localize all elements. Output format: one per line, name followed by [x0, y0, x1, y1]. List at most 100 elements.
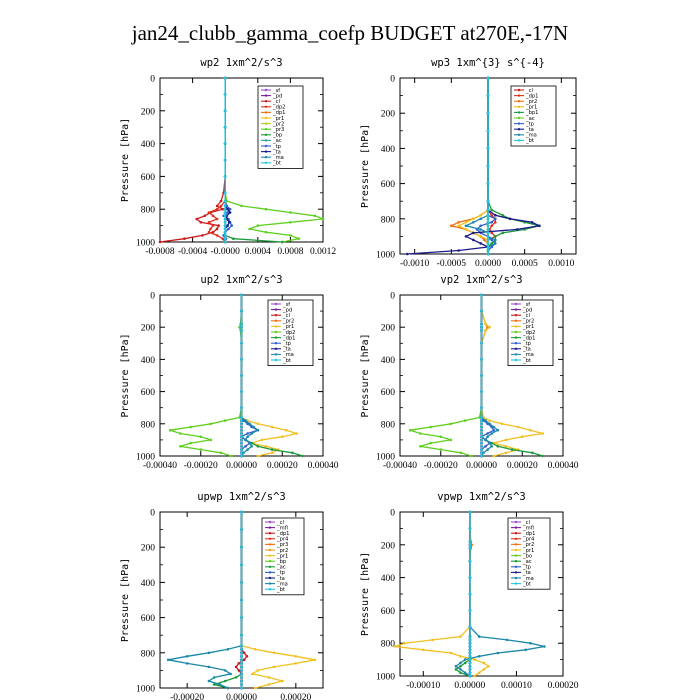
- y-tick-label: 600: [141, 388, 156, 398]
- data-point: [479, 235, 483, 238]
- data-point: [490, 238, 494, 242]
- data-point: [252, 425, 255, 429]
- data-point: [240, 422, 243, 426]
- data-point: [240, 665, 243, 669]
- legend-marker: [517, 94, 521, 97]
- data-point: [463, 661, 467, 665]
- data-point: [223, 669, 227, 672]
- series-line: [169, 295, 243, 457]
- data-point: [226, 224, 229, 227]
- y-tick-label: 200: [381, 324, 396, 334]
- legend-marker: [514, 526, 518, 529]
- legend-label: _pr2: [282, 319, 294, 325]
- data-point: [207, 665, 211, 669]
- data-point: [270, 448, 274, 451]
- legend-marker: [264, 100, 268, 103]
- data-point: [504, 451, 508, 455]
- data-point: [480, 419, 483, 422]
- legend-label: _pr3: [276, 542, 288, 548]
- data-point: [223, 93, 227, 96]
- data-point: [449, 438, 453, 442]
- data-point: [313, 658, 317, 662]
- data-point: [459, 671, 462, 674]
- legend-marker: [274, 302, 278, 306]
- data-point: [494, 217, 497, 221]
- data-point: [281, 240, 284, 244]
- data-point: [285, 428, 288, 432]
- legend-label: _mfl: [276, 525, 288, 531]
- y-tick-label: 0: [390, 292, 395, 302]
- data-point: [260, 438, 264, 442]
- legend: _sf_pd_cl_pr2_pr1_dp2_dp1_tp_ta_ma_bt: [507, 299, 554, 366]
- data-point: [457, 224, 461, 228]
- x-tick-label: 0.00000: [226, 461, 257, 471]
- x-tick-label: -0.00010: [406, 681, 440, 691]
- legend-label: _bt: [522, 358, 531, 364]
- legend-marker: [514, 554, 518, 557]
- data-point: [486, 228, 490, 231]
- y-tick-label: 200: [141, 544, 156, 554]
- chart-panel-4: vp2 1xm^2/s^3 Pressure [hPa] 0 200 400 600 800…: [360, 274, 579, 471]
- data-point: [486, 182, 490, 185]
- x-tick-label: 0.00000: [454, 681, 485, 691]
- data-point: [240, 662, 243, 665]
- x-tick-label: 0.00010: [501, 681, 532, 691]
- data-point: [240, 293, 243, 297]
- data-point: [468, 625, 472, 629]
- x-tick-label: -0.0010: [400, 259, 430, 269]
- series-dp2: [408, 293, 483, 458]
- data-point: [166, 658, 170, 662]
- y-tick-label: 200: [141, 107, 156, 117]
- data-point: [468, 668, 472, 671]
- data-point: [209, 422, 213, 426]
- data-point: [185, 655, 189, 658]
- data-point: [237, 669, 241, 672]
- legend-label: _ma: [282, 352, 294, 358]
- y-tick-label: 400: [141, 579, 156, 589]
- data-point: [227, 227, 230, 231]
- y-axis-label: Pressure [hPa]: [120, 118, 131, 202]
- legend-label: _pd: [282, 307, 292, 313]
- legend-label: _ac: [276, 565, 286, 571]
- data-point: [256, 454, 260, 458]
- legend-label: _cl: [282, 313, 290, 319]
- panel-title: up2 1xm^2/s^3: [200, 274, 282, 286]
- data-point: [468, 543, 472, 547]
- y-tick-label: 400: [381, 574, 396, 584]
- data-point: [250, 432, 253, 435]
- y-axis-label: Pressure [hPa]: [360, 552, 371, 636]
- chart-panel-2: wp3 1xm^{3} s^{-4} Pressure [hPa] 0 200 400 6…: [360, 57, 577, 269]
- legend-label: _pr2: [525, 99, 537, 105]
- data-point: [272, 665, 276, 669]
- x-tick-label: -0.00040: [143, 461, 177, 471]
- legend-marker: [264, 122, 268, 125]
- data-point: [228, 221, 231, 224]
- data-point: [450, 224, 453, 228]
- data-point: [439, 448, 443, 451]
- data-point: [209, 438, 213, 442]
- data-point: [538, 224, 541, 228]
- legend-marker: [517, 133, 521, 136]
- data-point: [240, 669, 243, 672]
- data-point: [403, 641, 407, 645]
- data-point: [223, 76, 227, 80]
- legend-marker: [264, 111, 268, 114]
- legend: _cl_mfl_dp1_pr4_pr3_pr2_pr1_bp_ac_tp_ta_…: [261, 517, 305, 596]
- data-point: [490, 242, 494, 245]
- legend-marker: [274, 342, 278, 345]
- data-point: [468, 671, 472, 674]
- legend-marker: [264, 156, 268, 159]
- data-point: [223, 217, 227, 221]
- y-tick-label: 1000: [376, 453, 395, 463]
- data-point: [488, 419, 491, 422]
- legend-label: _cl: [525, 88, 533, 94]
- data-point: [468, 546, 472, 550]
- legend-label: _ma: [522, 352, 534, 358]
- data-point: [272, 651, 276, 655]
- y-tick-label: 1000: [376, 251, 395, 261]
- data-point: [240, 644, 243, 648]
- data-point: [472, 231, 475, 235]
- data-point: [470, 454, 473, 458]
- legend-marker: [514, 342, 518, 345]
- data-point: [240, 425, 243, 429]
